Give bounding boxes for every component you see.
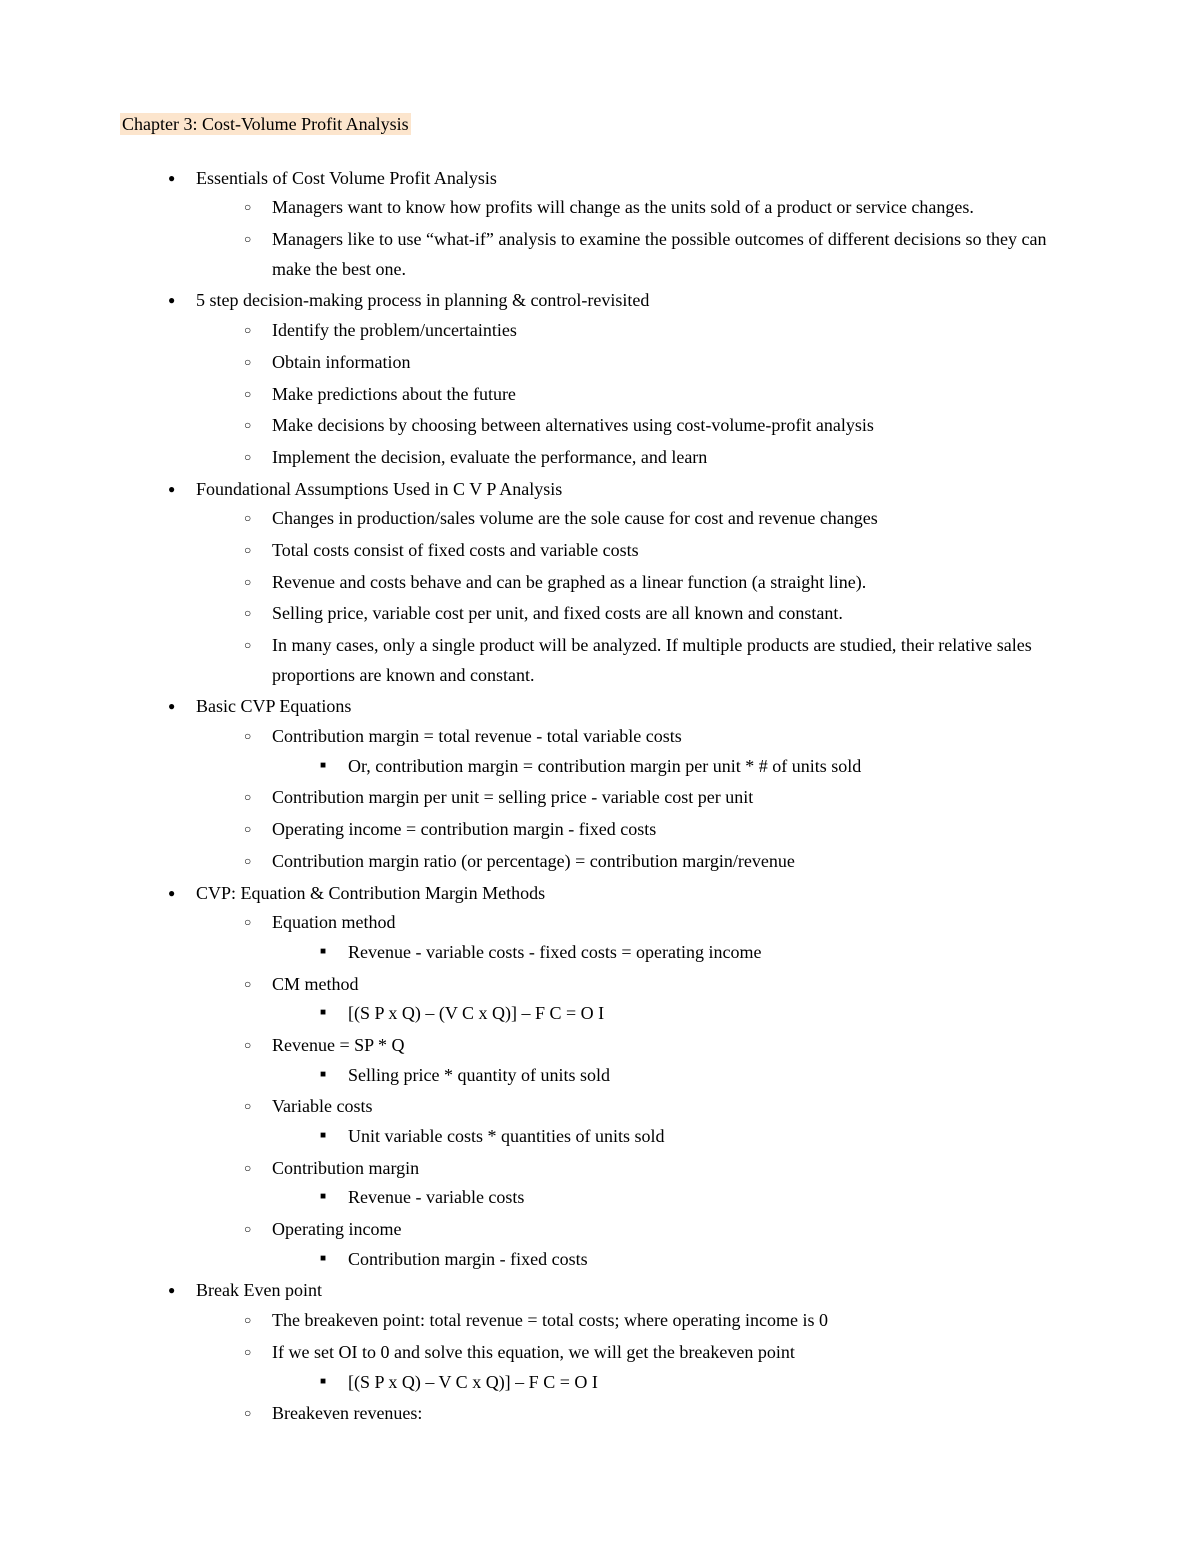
subsub-text: Or, contribution margin = contribution m… [348,756,861,776]
sub-text: Contribution margin = total revenue - to… [272,726,682,746]
sub-item: Obtain information [244,348,1080,378]
sub-text: Contribution margin ratio (or percentage… [272,851,795,871]
sub-item: Make decisions by choosing between alter… [244,411,1080,441]
sub-item: CM method [(S P x Q) – (V C x Q)] – F C … [244,970,1080,1029]
sub-text: Equation method [272,912,395,932]
sub-list: Contribution margin = total revenue - to… [196,722,1080,876]
sub-text: If we set OI to 0 and solve this equatio… [272,1342,795,1362]
sub-item: Operating income = contribution margin -… [244,815,1080,845]
subsub-item: Selling price * quantity of units sold [320,1061,1080,1091]
sub-item: Changes in production/sales volume are t… [244,504,1080,534]
section-item: Basic CVP Equations Contribution margin … [168,692,1080,876]
sub-item: Variable costs Unit variable costs * qua… [244,1092,1080,1151]
section-heading: Essentials of Cost Volume Profit Analysi… [196,168,497,188]
subsub-list: Or, contribution margin = contribution m… [272,752,1080,782]
sub-text: Contribution margin [272,1158,419,1178]
sub-item: Total costs consist of fixed costs and v… [244,536,1080,566]
sub-text: Identify the problem/uncertainties [272,320,517,340]
sub-text: Operating income [272,1219,401,1239]
subsub-text: Unit variable costs * quantities of unit… [348,1126,664,1146]
section-heading: Basic CVP Equations [196,696,351,716]
sub-item: Make predictions about the future [244,380,1080,410]
sub-text: Managers want to know how profits will c… [272,197,974,217]
sub-item: Contribution margin ratio (or percentage… [244,847,1080,877]
sub-list: Equation method Revenue - variable costs… [196,908,1080,1274]
subsub-list: Selling price * quantity of units sold [272,1061,1080,1091]
sub-text: Implement the decision, evaluate the per… [272,447,707,467]
subsub-list: Unit variable costs * quantities of unit… [272,1122,1080,1152]
sub-item: Revenue and costs behave and can be grap… [244,568,1080,598]
sub-text: Make predictions about the future [272,384,516,404]
subsub-list: [(S P x Q) – (V C x Q)] – F C = O I [272,999,1080,1029]
section-item: Essentials of Cost Volume Profit Analysi… [168,164,1080,285]
subsub-item: Revenue - variable costs [320,1183,1080,1213]
section-item: Foundational Assumptions Used in C V P A… [168,475,1080,691]
sub-text: Revenue and costs behave and can be grap… [272,572,866,592]
sub-text: Variable costs [272,1096,372,1116]
subsub-item: [(S P x Q) – V C x Q)] – F C = O I [320,1368,1080,1398]
subsub-list: Contribution margin - fixed costs [272,1245,1080,1275]
sub-item: Managers like to use “what-if” analysis … [244,225,1080,284]
sub-text: Contribution margin per unit = selling p… [272,787,753,807]
sub-list: Managers want to know how profits will c… [196,193,1080,284]
sub-item: Contribution margin = total revenue - to… [244,722,1080,781]
subsub-list: Revenue - variable costs - fixed costs =… [272,938,1080,968]
sub-item: Contribution margin Revenue - variable c… [244,1154,1080,1213]
sub-item: The breakeven point: total revenue = tot… [244,1306,1080,1336]
section-item: Break Even point The breakeven point: to… [168,1276,1080,1428]
sub-list: The breakeven point: total revenue = tot… [196,1306,1080,1429]
sub-item: Selling price, variable cost per unit, a… [244,599,1080,629]
sub-item: Managers want to know how profits will c… [244,193,1080,223]
section-item: CVP: Equation & Contribution Margin Meth… [168,879,1080,1275]
sub-text: Breakeven revenues: [272,1403,422,1423]
subsub-text: Contribution margin - fixed costs [348,1249,588,1269]
sub-text: Total costs consist of fixed costs and v… [272,540,639,560]
sub-text: The breakeven point: total revenue = tot… [272,1310,828,1330]
title-spacer [120,140,1080,164]
sub-item: Contribution margin per unit = selling p… [244,783,1080,813]
sub-item: Identify the problem/uncertainties [244,316,1080,346]
subsub-text: Revenue - variable costs - fixed costs =… [348,942,762,962]
sub-text: Obtain information [272,352,410,372]
sub-item: In many cases, only a single product wil… [244,631,1080,690]
sub-text: Operating income = contribution margin -… [272,819,656,839]
subsub-list: Revenue - variable costs [272,1183,1080,1213]
section-heading: Break Even point [196,1280,322,1300]
subsub-text: Selling price * quantity of units sold [348,1065,610,1085]
sub-text: Selling price, variable cost per unit, a… [272,603,843,623]
section-item: 5 step decision-making process in planni… [168,286,1080,472]
sub-item: Implement the decision, evaluate the per… [244,443,1080,473]
section-heading: Foundational Assumptions Used in C V P A… [196,479,562,499]
sub-text: CM method [272,974,359,994]
subsub-item: Revenue - variable costs - fixed costs =… [320,938,1080,968]
sub-list: Identify the problem/uncertainties Obtai… [196,316,1080,472]
section-heading: CVP: Equation & Contribution Margin Meth… [196,883,545,903]
sub-item: Equation method Revenue - variable costs… [244,908,1080,967]
sub-item: Operating income Contribution margin - f… [244,1215,1080,1274]
sub-item: Revenue = SP * Q Selling price * quantit… [244,1031,1080,1090]
subsub-text: Revenue - variable costs [348,1187,524,1207]
sub-text: Changes in production/sales volume are t… [272,508,878,528]
subsub-list: [(S P x Q) – V C x Q)] – F C = O I [272,1368,1080,1398]
sub-text: Managers like to use “what-if” analysis … [272,229,1046,279]
sub-text: Make decisions by choosing between alter… [272,415,874,435]
subsub-item: Or, contribution margin = contribution m… [320,752,1080,782]
subsub-item: Unit variable costs * quantities of unit… [320,1122,1080,1152]
sub-item: If we set OI to 0 and solve this equatio… [244,1338,1080,1397]
sub-text: In many cases, only a single product wil… [272,635,1032,685]
subsub-text: [(S P x Q) – V C x Q)] – F C = O I [348,1372,598,1392]
subsub-item: [(S P x Q) – (V C x Q)] – F C = O I [320,999,1080,1029]
sub-item: Breakeven revenues: [244,1399,1080,1429]
sub-list: Changes in production/sales volume are t… [196,504,1080,690]
subsub-item: Contribution margin - fixed costs [320,1245,1080,1275]
chapter-title: Chapter 3: Cost-Volume Profit Analysis [120,113,411,135]
subsub-text: [(S P x Q) – (V C x Q)] – F C = O I [348,1003,604,1023]
sub-text: Revenue = SP * Q [272,1035,404,1055]
outline-root: Essentials of Cost Volume Profit Analysi… [120,164,1080,1429]
section-heading: 5 step decision-making process in planni… [196,290,649,310]
